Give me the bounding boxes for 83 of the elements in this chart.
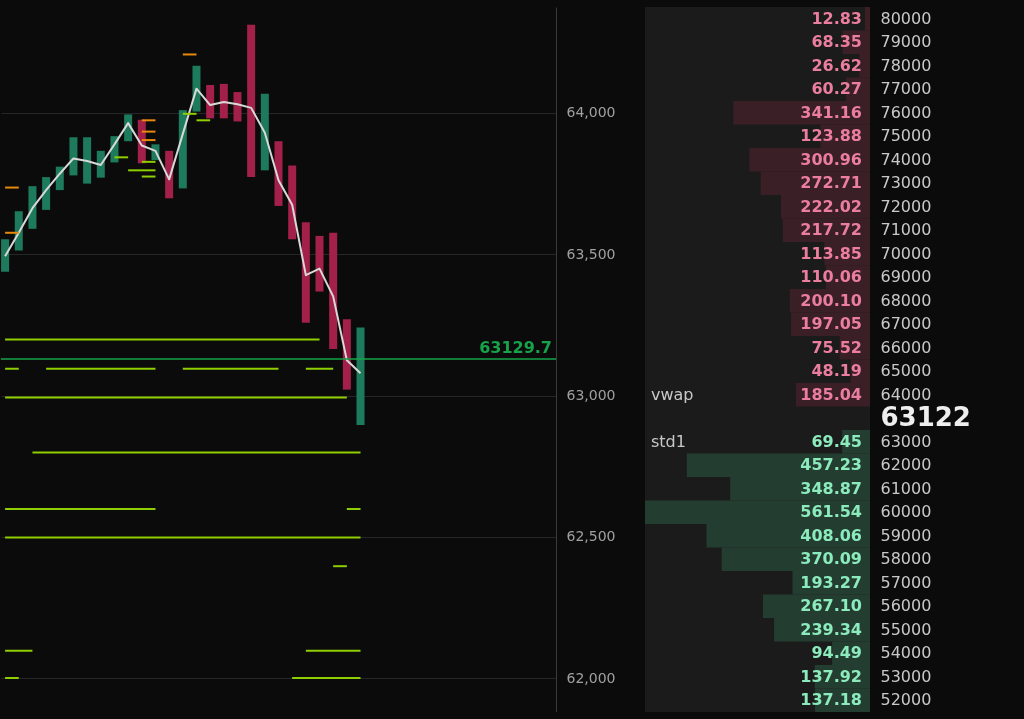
y-tick-label: 63,500	[566, 245, 616, 262]
y-tick-label: 56000	[880, 596, 932, 616]
y-tick-label: 78000	[880, 55, 932, 75]
y-tick-label: 74000	[880, 149, 932, 169]
y-tick-label: 63000	[880, 431, 932, 451]
y-tick-label: 79000	[880, 32, 932, 52]
y-tick-label: 62,500	[566, 528, 616, 545]
y-tick-label: 69000	[880, 267, 932, 287]
data-label: 60.27	[811, 79, 862, 99]
data-label: 94.49	[811, 643, 862, 663]
y-tick-label: 55000	[880, 619, 932, 639]
y-tick-label: 72000	[880, 196, 932, 216]
bar	[247, 24, 256, 178]
bar	[219, 83, 228, 119]
data-label: 197.05	[800, 314, 862, 334]
data-label: 217.72	[800, 220, 862, 240]
y-tick-label: 67000	[880, 314, 932, 334]
data-label: 123.88	[800, 126, 862, 146]
data-label: 200.10	[800, 290, 862, 310]
data-label: 348.87	[800, 478, 862, 498]
y-tick-label: 66000	[880, 337, 932, 357]
data-label: 370.09	[800, 549, 862, 569]
y-tick-label: 68000	[880, 290, 932, 310]
ref-line-label: 63129.7	[479, 337, 552, 357]
annotation: vwap	[651, 384, 694, 404]
y-tick-label: 60000	[880, 502, 932, 522]
y-tick-label: 62000	[880, 455, 932, 475]
data-label: 457.23	[800, 455, 862, 475]
bar	[315, 235, 324, 292]
data-label: 267.10	[800, 596, 862, 616]
y-tick-label: 64000	[880, 384, 932, 404]
y-tick-label: 70000	[880, 243, 932, 263]
y-tick-label: 63,000	[566, 387, 616, 404]
y-tick-label: 59000	[880, 525, 932, 545]
bar	[260, 93, 269, 171]
line-series	[4, 87, 362, 375]
bar	[1, 239, 10, 272]
bar	[233, 92, 242, 122]
bar	[274, 141, 283, 206]
data-label: 12.83	[811, 8, 862, 28]
bar	[28, 186, 37, 229]
y-tick-label: 57000	[880, 572, 932, 592]
data-label: 48.19	[811, 361, 862, 381]
data-label: 26.62	[811, 55, 862, 75]
data-label: 341.16	[800, 102, 862, 122]
data-label: 75.52	[811, 337, 862, 357]
y-tick-label: 62,000	[566, 669, 616, 686]
data-label: 110.06	[800, 267, 862, 287]
y-tick-label: 65000	[880, 361, 932, 381]
y-tick-label: 53000	[880, 666, 932, 686]
data-label: 113.85	[800, 243, 862, 263]
data-label: 137.18	[800, 690, 862, 710]
data-label: 185.04	[800, 384, 862, 404]
data-label: 69.45	[811, 431, 862, 451]
bar	[69, 137, 78, 176]
y-tick-label: 54000	[880, 643, 932, 663]
data-label: 239.34	[800, 619, 862, 639]
y-tick-label: 64,000	[566, 104, 616, 121]
y-tick-label: 52000	[880, 690, 932, 710]
bar	[329, 232, 338, 349]
bar	[301, 222, 310, 323]
y-tick-label: 71000	[880, 220, 932, 240]
data-label: 300.96	[800, 149, 862, 169]
data-label: 222.02	[800, 196, 862, 216]
bar	[83, 137, 92, 184]
y-tick-label: 75000	[880, 126, 932, 146]
data-label: 272.71	[800, 173, 862, 193]
data-label: 561.54	[800, 502, 862, 522]
annotation: std1	[651, 431, 686, 451]
data-label: 193.27	[800, 572, 862, 592]
y-tick-label: 73000	[880, 173, 932, 193]
data-label: 137.92	[800, 666, 862, 686]
bar	[356, 327, 365, 425]
y-tick-label: 77000	[880, 79, 932, 99]
y-tick-label: 58000	[880, 549, 932, 569]
y-tick-label: 61000	[880, 478, 932, 498]
y-tick-label: 63122	[880, 402, 971, 433]
y-tick-label: 76000	[880, 102, 932, 122]
y-tick-label: 80000	[880, 8, 932, 28]
data-label: 68.35	[811, 32, 862, 52]
bar	[206, 84, 215, 119]
bar	[342, 319, 351, 390]
data-label: 408.06	[800, 525, 862, 545]
